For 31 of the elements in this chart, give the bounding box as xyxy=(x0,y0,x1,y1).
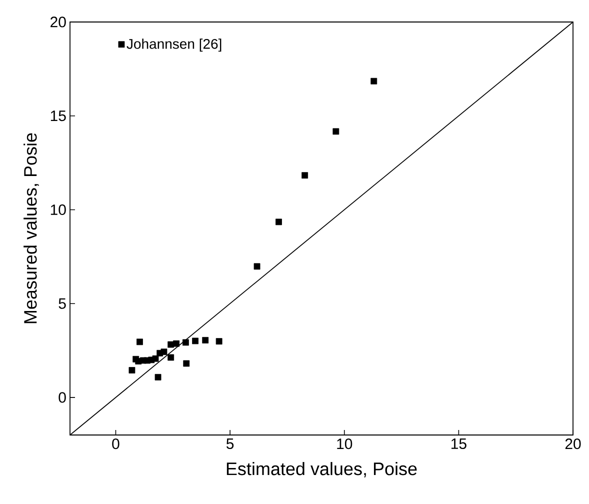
x-axis-title: Estimated values, Poise xyxy=(226,462,417,478)
y-tick-label: 5 xyxy=(58,298,66,309)
y-tick-label: 0 xyxy=(58,392,66,403)
point xyxy=(128,367,136,374)
y-axis-title: Measured values, Posie xyxy=(24,133,39,324)
point xyxy=(370,78,378,84)
point xyxy=(182,339,189,346)
legend-label: Johannsen [26] xyxy=(126,38,222,52)
x-tick-label: 0 xyxy=(112,438,120,450)
point xyxy=(160,348,168,356)
point xyxy=(168,341,174,348)
x-tick-label: 15 xyxy=(451,438,466,449)
x-tick-label: 5 xyxy=(226,438,234,449)
point xyxy=(192,338,198,344)
point xyxy=(202,337,209,344)
y-tick-label: 20 xyxy=(50,16,66,28)
point xyxy=(302,172,308,179)
point xyxy=(154,374,162,380)
point xyxy=(183,360,190,367)
y-tick-label: 10 xyxy=(50,204,66,216)
x-tick-label: 20 xyxy=(565,438,581,450)
y-tick-label: 15 xyxy=(50,110,66,122)
point xyxy=(136,338,143,346)
point xyxy=(173,340,180,347)
point xyxy=(216,338,222,345)
point xyxy=(152,355,159,362)
point xyxy=(168,354,174,361)
point xyxy=(276,218,282,226)
point xyxy=(254,263,260,270)
point xyxy=(332,128,340,135)
x-tick-label: 10 xyxy=(337,438,352,450)
